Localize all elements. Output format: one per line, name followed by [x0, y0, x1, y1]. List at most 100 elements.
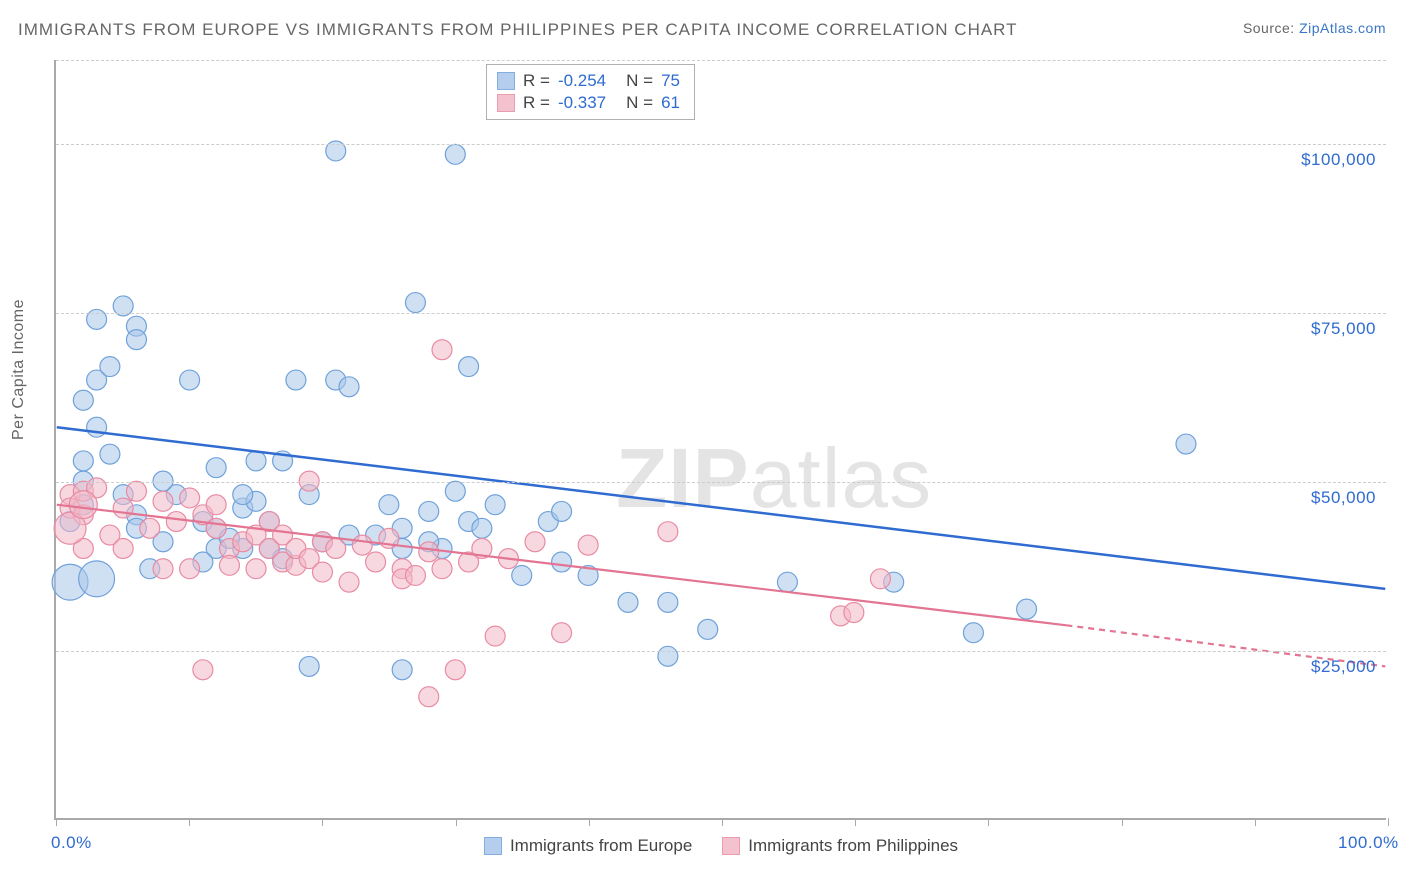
scatter-point [73, 390, 93, 410]
legend-series-item: Immigrants from Philippines [722, 836, 958, 856]
scatter-point [658, 592, 678, 612]
r-label: R = [523, 71, 550, 91]
legend-swatch [497, 72, 515, 90]
r-value: -0.254 [558, 71, 606, 91]
y-tick-label: $100,000 [1301, 150, 1376, 170]
scatter-point [445, 481, 465, 501]
scatter-point [206, 495, 226, 515]
source-value: ZipAtlas.com [1299, 20, 1386, 36]
scatter-point [432, 340, 452, 360]
scatter-point [339, 572, 359, 592]
scatter-point [1176, 434, 1196, 454]
x-tick-label: 100.0% [1338, 833, 1399, 853]
scatter-point [352, 535, 372, 555]
scatter-point [153, 559, 173, 579]
scatter-point [153, 471, 173, 491]
scatter-point [193, 660, 213, 680]
scatter-point [153, 491, 173, 511]
chart-title: IMMIGRANTS FROM EUROPE VS IMMIGRANTS FRO… [18, 20, 1018, 40]
scatter-point [472, 518, 492, 538]
scatter-point [459, 357, 479, 377]
gridline [56, 651, 1386, 652]
scatter-point [963, 623, 983, 643]
scatter-point [552, 552, 572, 572]
scatter-point [658, 646, 678, 666]
source-label: Source: [1243, 20, 1295, 36]
gridline [56, 313, 1386, 314]
x-tick [189, 818, 190, 826]
scatter-point [366, 552, 386, 572]
x-tick [855, 818, 856, 826]
scatter-point [79, 561, 115, 597]
scatter-point [299, 471, 319, 491]
scatter-point [405, 565, 425, 585]
scatter-point [1017, 599, 1037, 619]
scatter-point [180, 488, 200, 508]
scatter-point [113, 539, 133, 559]
scatter-point [299, 656, 319, 676]
scatter-point [392, 660, 412, 680]
r-label: R = [523, 93, 550, 113]
y-tick-label: $50,000 [1311, 488, 1376, 508]
legend-correlation-row: R = -0.254 N = 75 [497, 70, 680, 92]
scatter-point [166, 512, 186, 532]
scatter-point [419, 542, 439, 562]
n-value: 61 [661, 93, 680, 113]
scatter-point [180, 559, 200, 579]
scatter-point [870, 569, 890, 589]
r-value: -0.337 [558, 93, 606, 113]
scatter-point [485, 495, 505, 515]
n-label: N = [626, 93, 653, 113]
x-tick [1388, 818, 1389, 826]
scatter-point [312, 562, 332, 582]
legend-series-item: Immigrants from Europe [484, 836, 692, 856]
legend-swatch [484, 837, 502, 855]
scatter-point [445, 144, 465, 164]
x-tick [988, 818, 989, 826]
legend-series-label: Immigrants from Europe [510, 836, 692, 856]
x-tick [1255, 818, 1256, 826]
scatter-point [126, 330, 146, 350]
scatter-point [326, 539, 346, 559]
scatter-point [100, 357, 120, 377]
plot-area: ZIPatlas R =-0.254N =75R =-0.337N =61 Im… [54, 60, 1386, 820]
n-label: N = [626, 71, 653, 91]
gridline [56, 144, 1386, 145]
legend-swatch [722, 837, 740, 855]
scatter-point [246, 451, 266, 471]
x-tick [589, 818, 590, 826]
scatter-point [339, 377, 359, 397]
legend-correlation: R = -0.254 N = 75 R = -0.337 N = 61 [486, 64, 695, 120]
y-axis-label: Per Capita Income [10, 299, 28, 440]
scatter-point [206, 458, 226, 478]
scatter-point [658, 522, 678, 542]
x-tick-label: 0.0% [51, 833, 92, 853]
scatter-point [379, 495, 399, 515]
scatter-point [87, 417, 107, 437]
chart-container: IMMIGRANTS FROM EUROPE VS IMMIGRANTS FRO… [0, 0, 1406, 892]
scatter-point [777, 572, 797, 592]
n-value: 75 [661, 71, 680, 91]
legend-series: Immigrants from Europe Immigrants from Ph… [56, 836, 1386, 856]
legend-correlation-row: R = -0.337 N = 61 [497, 92, 680, 114]
scatter-point [698, 619, 718, 639]
scatter-point [140, 518, 160, 538]
x-tick [1122, 818, 1123, 826]
scatter-point [512, 565, 532, 585]
scatter-point [233, 485, 253, 505]
gridline [56, 482, 1386, 483]
scatter-point [219, 555, 239, 575]
scatter-point [246, 559, 266, 579]
scatter-point [73, 451, 93, 471]
scatter-point [432, 559, 452, 579]
scatter-point [445, 660, 465, 680]
source-attribution: Source: ZipAtlas.com [1243, 20, 1386, 36]
scatter-point [552, 623, 572, 643]
x-tick [56, 818, 57, 826]
scatter-point [419, 501, 439, 521]
scatter-svg [56, 60, 1386, 818]
legend-series-label: Immigrants from Philippines [748, 836, 958, 856]
y-tick-label: $75,000 [1311, 319, 1376, 339]
scatter-point [618, 592, 638, 612]
x-tick [456, 818, 457, 826]
